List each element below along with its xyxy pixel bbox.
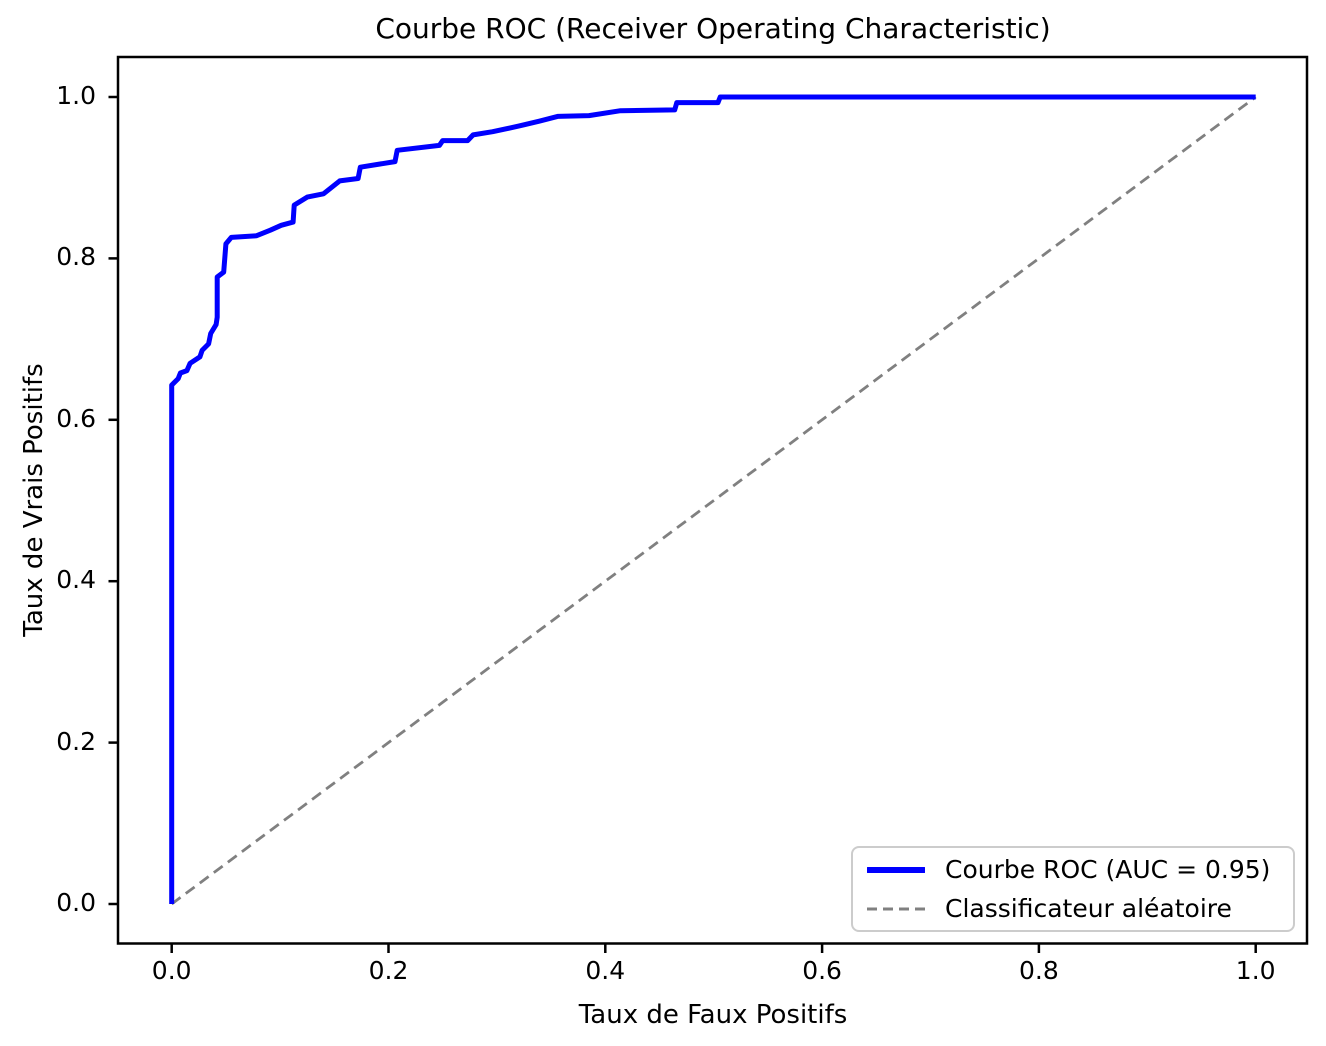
legend-roc-sample-line [867,866,925,873]
legend-item-roc: Courbe ROC (AUC = 0.95) [867,855,1279,885]
y-tick-label: 0.6 [56,403,96,433]
x-tick-label: 0.4 [585,956,626,985]
chart-title: Courbe ROC (Receiver Operating Character… [375,12,1051,45]
plot-border [116,55,1309,945]
legend: Courbe ROC (AUC = 0.95) Classificateur a… [851,846,1295,932]
random-classifier-line [170,95,1257,906]
legend-item-random: Classificateur aléatoire [867,894,1279,924]
tick-marks [108,95,1257,953]
y-tick-label: 0.4 [56,565,96,595]
legend-roc-label: Courbe ROC (AUC = 0.95) [945,855,1271,884]
x-tick-label: 0.2 [368,956,409,985]
y-tick-label: 1.0 [56,81,96,110]
legend-random-sample-line [867,907,925,910]
y-tick-label: 0.0 [56,888,96,917]
x-axis-label: Taux de Faux Positifs [578,1000,848,1030]
x-tick-label: 0.6 [802,956,842,985]
x-tick-label: 1.0 [1235,956,1276,985]
roc-curve-line [169,94,1256,904]
x-tick-label: 0.0 [151,956,192,985]
y-tick-label: 0.2 [56,726,96,756]
y-tick-label: 0.8 [56,242,96,272]
x-tick-label: 0.8 [1019,956,1059,985]
legend-random-label: Classificateur aléatoire [945,894,1232,923]
